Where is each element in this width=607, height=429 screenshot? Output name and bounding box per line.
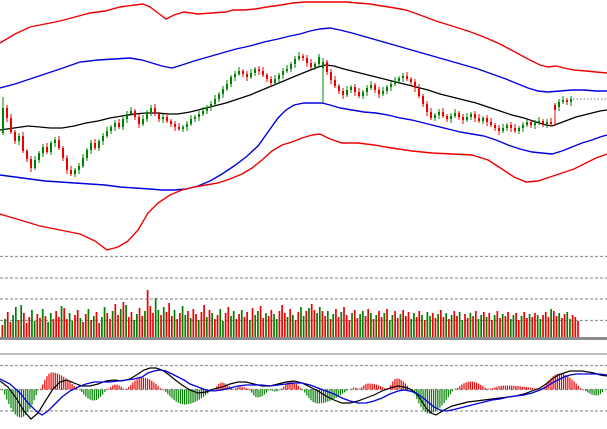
volume-baseline — [0, 337, 607, 340]
volume-bars — [1, 290, 579, 337]
price-panel-surface-group — [0, 0, 607, 252]
macd-signal-blue-line — [0, 369, 607, 416]
lower-outer-red-band — [0, 133, 607, 251]
macd-histogram — [2, 372, 604, 418]
lower-inner-blue-band — [0, 102, 607, 191]
upper-inner-blue-band — [0, 27, 607, 93]
upper-outer-red-band — [0, 1, 607, 74]
price-panel-surface[interactable] — [0, 0, 607, 252]
candlesticks — [2, 52, 572, 177]
